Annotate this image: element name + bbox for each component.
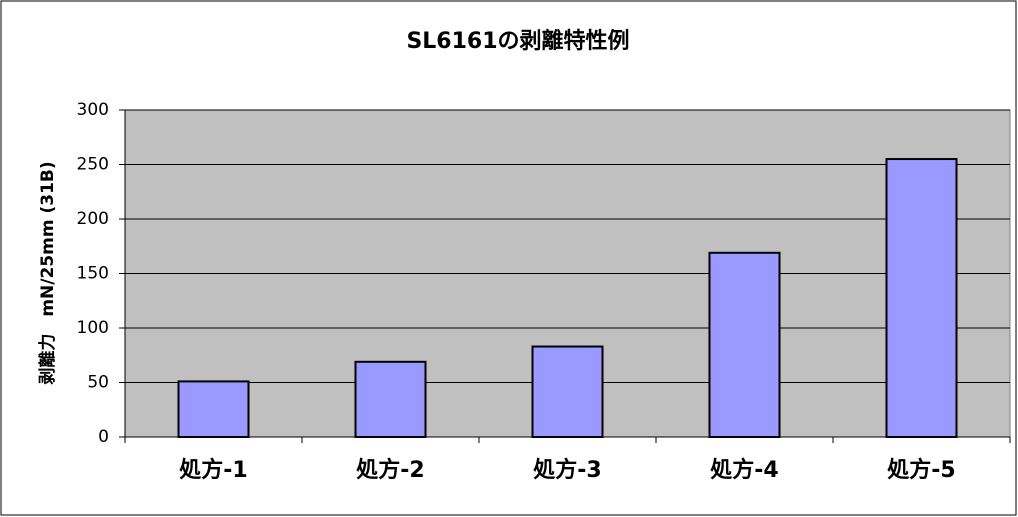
y-tick-label: 0 (98, 427, 109, 447)
bar (354, 360, 427, 439)
y-tick-label: 150 (77, 264, 109, 284)
bar (708, 251, 781, 438)
x-tick-label: 処方-2 (356, 457, 424, 483)
y-tick-label: 100 (77, 318, 109, 338)
bar (885, 158, 958, 439)
y-tick-label: 200 (77, 209, 109, 229)
x-tick-label: 処方-5 (887, 457, 955, 483)
x-tick-label: 処方-3 (533, 457, 601, 483)
bar (531, 345, 604, 438)
bar (177, 380, 250, 439)
chart-title: SL6161の剥離特性例 (406, 28, 629, 54)
y-tick-label: 250 (77, 155, 109, 175)
x-tick-label: 処方-4 (710, 457, 778, 483)
y-tick-label: 50 (87, 373, 109, 393)
y-axis-label: 剥離力 mN/25mm (31B) (37, 161, 58, 384)
y-tick-label: 300 (77, 100, 109, 120)
x-tick-label: 処方-1 (179, 457, 247, 483)
